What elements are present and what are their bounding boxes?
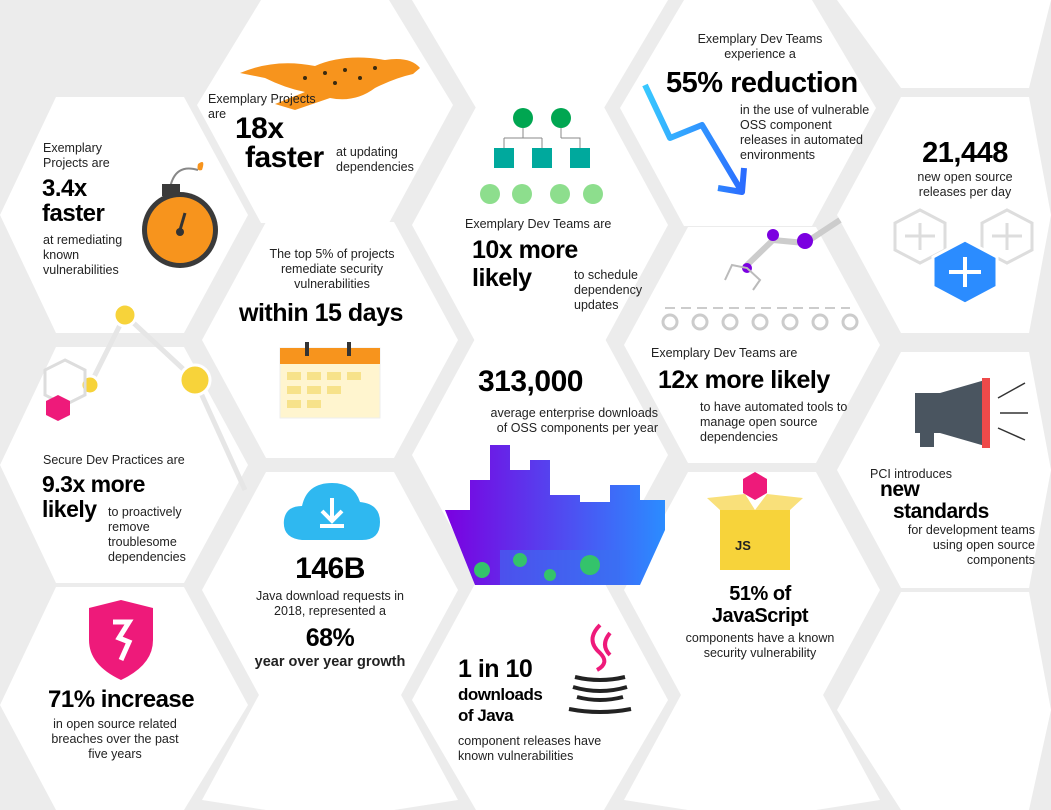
reduction-big: 55% reduction <box>666 67 858 99</box>
hex-tile <box>837 592 1051 810</box>
java-vuln-big-1: 1 in 10 <box>458 655 533 683</box>
java-big-2: 68% <box>305 624 355 652</box>
downloads-big: 313,000 <box>478 365 583 398</box>
troublesome-post: to proactively remove troublesome depend… <box>108 505 186 564</box>
remediate-big-2: faster <box>42 200 105 227</box>
shield-icon <box>89 600 153 680</box>
top5-big: within 15 days <box>239 299 403 327</box>
dependency-tree-icon <box>480 108 603 204</box>
hex-tile <box>0 97 248 333</box>
pci-post: for development teams using open source … <box>907 523 1035 567</box>
pci-pre: PCI introduces <box>870 467 952 481</box>
hex-tile <box>412 107 668 343</box>
java-vuln-post: component releases have known vulnerabil… <box>458 734 602 763</box>
js-big-1: 51% of <box>729 583 791 605</box>
breaches-post: in open source related breaches over the… <box>51 717 179 761</box>
breaches-big: 71% increase <box>48 686 195 713</box>
hex-tile <box>624 682 880 810</box>
hex-tile <box>202 472 458 708</box>
schedule-post: to schedule dependency updates <box>574 268 643 312</box>
troublesome-big-1: 9.3x more <box>42 471 145 497</box>
reduction-post: in the use of vulnerable OSS component r… <box>740 103 870 162</box>
schedule-big-2: likely <box>472 264 532 292</box>
automated-post: to have automated tools to manage open s… <box>700 400 848 444</box>
troublesome-big-2: likely <box>42 496 97 522</box>
java-mid: Java download requests in 2018, represen… <box>255 589 404 618</box>
automated-pre: Exemplary Dev Teams are <box>651 346 798 360</box>
cheetah-icon <box>240 57 420 110</box>
js-box-label: JS <box>735 538 751 553</box>
java-big: 146B <box>295 552 365 585</box>
calendar-icon <box>279 342 381 419</box>
city-skyline-icon <box>445 445 665 585</box>
remediate-post: at remediating known vulnerabilities <box>43 233 123 277</box>
js-big-2: JavaScript <box>711 605 809 627</box>
updating-big-2: faster <box>245 141 324 174</box>
schedule-pre: Exemplary Dev Teams are <box>465 217 612 231</box>
js-box-icon: JS <box>707 472 803 570</box>
java-vuln-big-2: downloads <box>458 685 543 704</box>
hex-tile <box>202 222 458 458</box>
reduction-pre: Exemplary Dev Teams experience a <box>697 32 823 61</box>
hex-tile <box>202 682 458 810</box>
automated-big: 12x more likely <box>658 366 830 394</box>
remediate-pre: Exemplary Projects are <box>43 141 110 170</box>
updating-pre: Exemplary Projects are <box>208 92 316 121</box>
pci-big-2: standards <box>893 500 989 523</box>
hex-tile <box>412 0 668 108</box>
hex-tile <box>197 0 453 223</box>
remediate-big-1: 3.4x <box>42 175 87 202</box>
pci-big-1: new <box>880 478 920 501</box>
megaphone-icon <box>915 378 1028 448</box>
stopwatch-bomb-icon <box>142 162 218 268</box>
releases-big: 21,448 <box>922 137 1008 169</box>
hex-tile <box>624 472 880 708</box>
schedule-big-1: 10x more <box>472 236 578 264</box>
down-arrow-icon <box>642 83 747 195</box>
downloads-post: average enterprise downloads of OSS comp… <box>490 406 658 435</box>
java-post: year over year growth <box>254 654 406 670</box>
broken-chain-icon <box>43 302 248 492</box>
troublesome-pre: Secure Dev Practices are <box>43 453 185 467</box>
hex-tile <box>837 352 1051 588</box>
updating-big-1: 18x <box>235 112 284 145</box>
hex-tile <box>0 587 248 810</box>
releases-post: new open source releases per day <box>917 170 1013 199</box>
robot-arm-icon <box>661 217 859 331</box>
hex-tile <box>624 227 880 463</box>
java-cup-icon <box>568 623 632 714</box>
hex-plus-icon <box>893 208 1034 306</box>
java-vuln-big-3: of Java <box>458 706 514 725</box>
hex-tile <box>620 0 876 226</box>
cloud-download-icon <box>283 483 380 540</box>
hex-tile <box>837 0 1051 88</box>
updating-post: at updating dependencies <box>336 145 414 174</box>
js-post: components have a known security vulnera… <box>685 631 835 660</box>
top5-pre: The top 5% of projects remediate securit… <box>269 247 395 291</box>
